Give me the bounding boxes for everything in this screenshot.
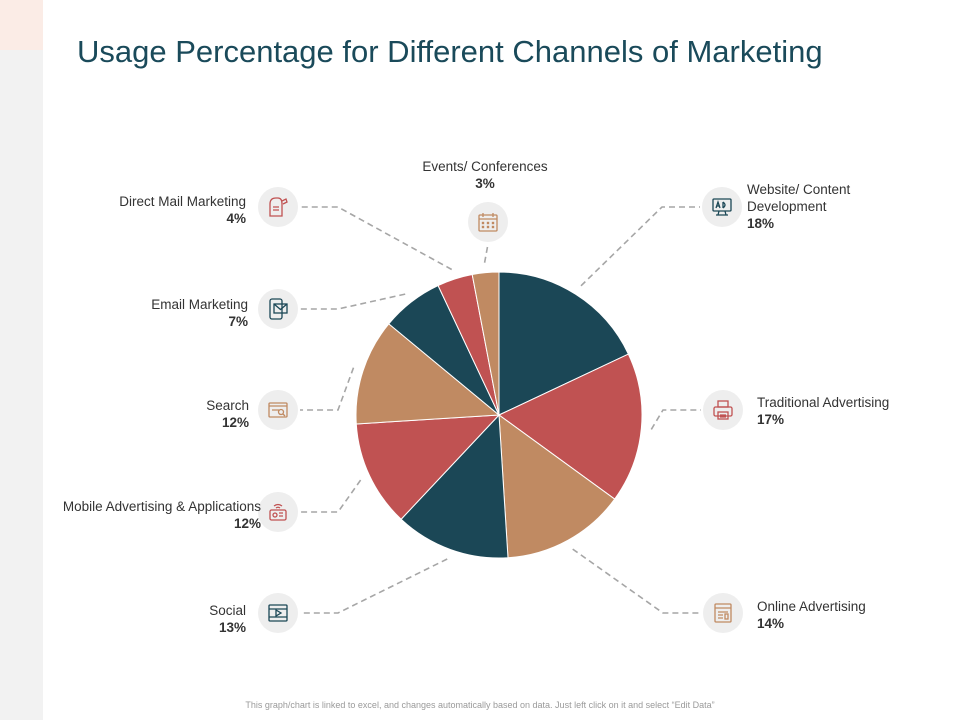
pie-slices (355, 271, 643, 559)
printer-icon (703, 390, 743, 430)
pie-slice (498, 271, 630, 416)
label-name: Website/ Content Development (747, 182, 851, 214)
label-name: Mobile Advertising & Applications (62, 499, 261, 514)
leader-line (300, 558, 448, 614)
pie-slice (498, 413, 616, 559)
leader-line (483, 243, 489, 263)
label-percent: 13% (218, 620, 246, 635)
email-icon (258, 289, 298, 329)
label-email-marketing: Email Marketing 7% (151, 296, 248, 330)
footnote: This graph/chart is linked to excel, and… (245, 700, 715, 710)
label-mobile-advertising: Mobile Advertising & Applications 12% (63, 498, 261, 532)
label-name: Search (206, 398, 249, 413)
label-percent: 4% (226, 211, 246, 226)
label-social: Social 13% (209, 602, 246, 636)
label-name: Traditional Advertising (757, 395, 890, 410)
label-events: Events/ Conferences 3% (402, 158, 568, 192)
label-percent: 3% (475, 176, 495, 191)
page-title: Usage Percentage for Different Channels … (77, 34, 823, 69)
leader-line (300, 206, 453, 271)
label-percent: 12% (233, 516, 261, 531)
left-strip (0, 0, 43, 720)
label-website: Website/ Content Development 18% (747, 181, 887, 232)
pie-slice (355, 414, 501, 520)
pie-slice (400, 413, 509, 559)
leader-lines (300, 206, 701, 614)
calendar-icon (468, 202, 508, 242)
label-percent: 14% (757, 616, 785, 631)
pie-slice (498, 353, 643, 500)
label-name: Social (209, 603, 246, 618)
pie-slice (355, 323, 501, 425)
label-name: Online Advertising (757, 599, 866, 614)
search-box-icon (258, 390, 298, 430)
label-name: Direct Mail Marketing (119, 194, 246, 209)
label-percent: 7% (228, 314, 248, 329)
web-page-icon (703, 593, 743, 633)
channel-icons (258, 187, 743, 633)
leader-line (650, 409, 701, 430)
label-percent: 12% (221, 415, 249, 430)
mobile-wifi-icon (258, 492, 298, 532)
leader-line (300, 293, 406, 310)
leader-line (580, 206, 700, 287)
leader-line (300, 367, 355, 411)
mailbox-icon (258, 187, 298, 227)
label-search: Search 12% (206, 397, 249, 431)
label-online-advertising: Online Advertising 14% (757, 598, 866, 632)
label-percent: 17% (757, 412, 785, 427)
monitor-ad-icon (702, 187, 742, 227)
label-percent: 18% (747, 216, 775, 231)
leader-line (572, 548, 701, 614)
video-play-icon (258, 593, 298, 633)
label-name: Events/ Conferences (422, 159, 548, 174)
label-direct-mail: Direct Mail Marketing 4% (119, 193, 246, 227)
label-name: Email Marketing (151, 297, 248, 312)
leader-line (300, 479, 362, 513)
label-traditional-advertising: Traditional Advertising 17% (757, 394, 889, 428)
corner-accent (0, 0, 43, 50)
pie-slice (471, 271, 500, 416)
